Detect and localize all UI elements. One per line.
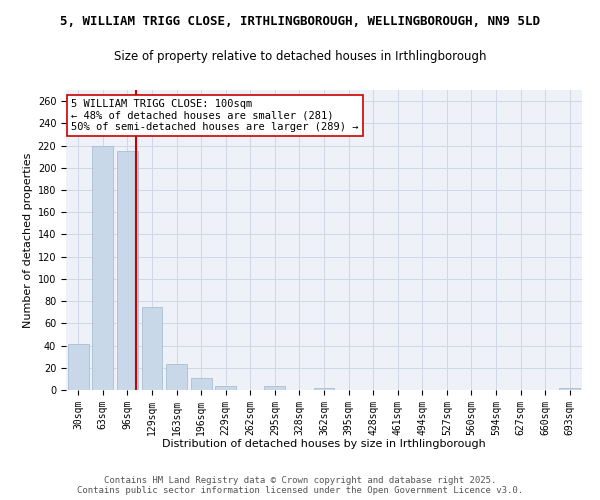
Bar (117, 151, 138, 390)
Bar (314, 388, 334, 390)
Bar (215, 386, 236, 390)
Text: 5, WILLIAM TRIGG CLOSE, IRTHLINGBOROUGH, WELLINGBOROUGH, NN9 5LD: 5, WILLIAM TRIGG CLOSE, IRTHLINGBOROUGH,… (60, 15, 540, 28)
Text: 5 WILLIAM TRIGG CLOSE: 100sqm
← 48% of detached houses are smaller (281)
50% of : 5 WILLIAM TRIGG CLOSE: 100sqm ← 48% of d… (71, 99, 359, 132)
Y-axis label: Number of detached properties: Number of detached properties (23, 152, 34, 328)
X-axis label: Distribution of detached houses by size in Irthlingborough: Distribution of detached houses by size … (162, 439, 486, 449)
Bar (191, 378, 212, 390)
Bar (265, 386, 286, 390)
Bar (68, 344, 89, 390)
Text: Contains HM Land Registry data © Crown copyright and database right 2025.
Contai: Contains HM Land Registry data © Crown c… (77, 476, 523, 495)
Bar (92, 146, 113, 390)
Bar (166, 364, 187, 390)
Bar (142, 306, 163, 390)
Text: Size of property relative to detached houses in Irthlingborough: Size of property relative to detached ho… (114, 50, 486, 63)
Bar (559, 388, 580, 390)
